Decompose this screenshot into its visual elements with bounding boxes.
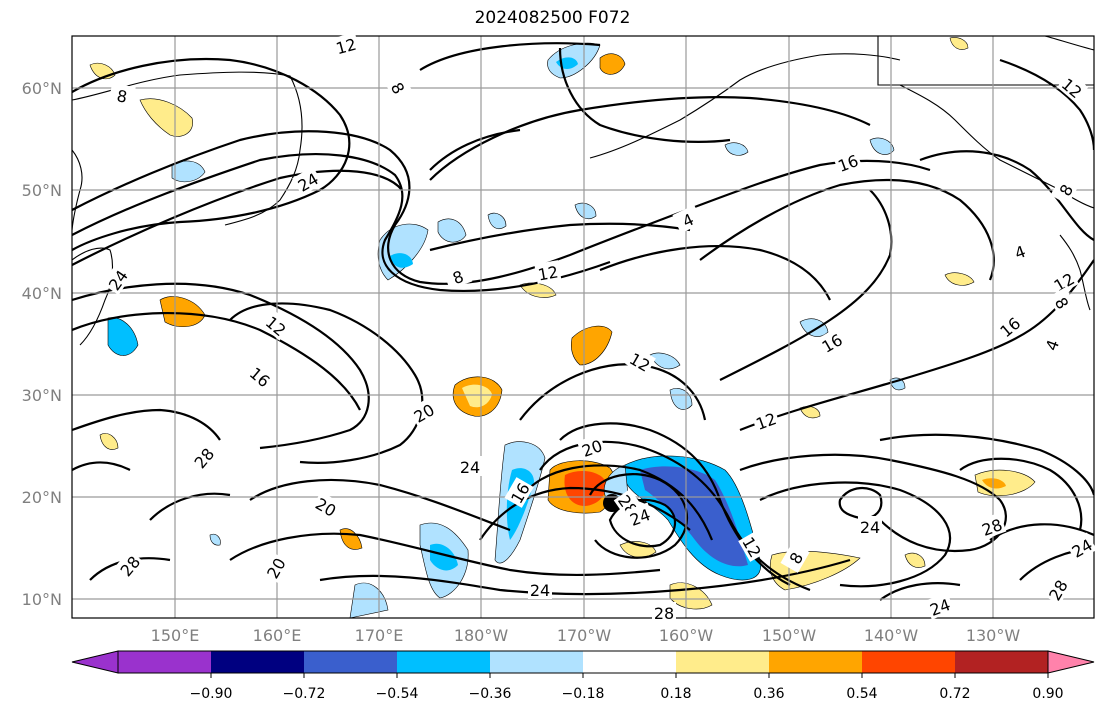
contour-label: 12 — [334, 35, 359, 59]
lat-tick-label: 40°N — [22, 284, 62, 303]
contour-label: 12 — [536, 262, 559, 284]
colorbar-extend-min — [71, 650, 119, 674]
lon-tick-label: 160°E — [253, 626, 302, 645]
lon-tick-label: 170°E — [355, 626, 404, 645]
contour-label: 24 — [530, 581, 550, 600]
lat-tick-label: 50°N — [22, 181, 62, 200]
contour-lines — [72, 42, 1094, 601]
lon-tick-label: 150°W — [762, 626, 817, 645]
colorbar-tick-label: 0.18 — [660, 686, 691, 702]
lat-tick-label: 60°N — [22, 79, 62, 98]
lon-tick-label: 160°W — [659, 626, 714, 645]
colorbar-tick-label: −0.54 — [376, 686, 419, 702]
colorbar-tick-label: 0.90 — [1032, 686, 1063, 702]
contour-label: 28 — [654, 604, 674, 623]
lon-tick-label: 180°W — [454, 626, 509, 645]
lat-tick-label: 30°N — [22, 386, 62, 405]
shaded-field-layer — [89, 37, 1036, 618]
lat-tick-label: 10°N — [22, 590, 62, 609]
colorbar-tick-label: −0.90 — [190, 686, 233, 702]
colorbar-segment — [304, 651, 398, 673]
plot-area — [72, 36, 1094, 618]
colorbar-tick-label: −0.18 — [562, 686, 605, 702]
colorbar-tick-label: 0.72 — [939, 686, 970, 702]
lon-tick-label: 170°W — [557, 626, 612, 645]
lon-tick-label: 130°W — [966, 626, 1021, 645]
colorbar — [71, 650, 1095, 674]
lat-axis-labels: 60°N 50°N 40°N 30°N 20°N 10°N — [22, 79, 62, 609]
colorbar-tick-labels: −0.90 −0.72 −0.54 −0.36 −0.18 0.18 0.36 0.54 0.7… — [190, 673, 1064, 702]
colorbar-segment — [676, 651, 770, 673]
contour-label: 24 — [860, 518, 880, 537]
colorbar-tick-label: 0.36 — [753, 686, 784, 702]
map-title: 2024082500 F072 — [474, 8, 631, 28]
colorbar-segment — [118, 651, 212, 673]
plot-frame — [71, 35, 1095, 619]
contour-label: 24 — [460, 458, 480, 477]
colorbar-segment — [955, 651, 1049, 673]
lon-tick-label: 140°W — [864, 626, 919, 645]
colorbar-segment — [397, 651, 491, 673]
gridlines — [72, 36, 1094, 618]
lon-tick-label: 150°E — [151, 626, 200, 645]
colorbar-segment — [490, 651, 584, 673]
colorbar-tick-label: −0.36 — [469, 686, 512, 702]
colorbar-segment — [211, 651, 305, 673]
contour-label: 8 — [115, 86, 128, 106]
colorbar-segment — [862, 651, 956, 673]
colorbar-segment — [769, 651, 863, 673]
colorbar-tick-label: −0.72 — [283, 686, 326, 702]
lat-tick-label: 20°N — [22, 488, 62, 507]
colorbar-tick-label: 0.54 — [846, 686, 877, 702]
colorbar-extend-max — [1047, 650, 1095, 674]
colorbar-segment — [583, 651, 677, 673]
lon-axis-labels: 150°E 160°E 170°E 180°W 170°W 160°W 150°W 140°W… — [151, 626, 1021, 645]
